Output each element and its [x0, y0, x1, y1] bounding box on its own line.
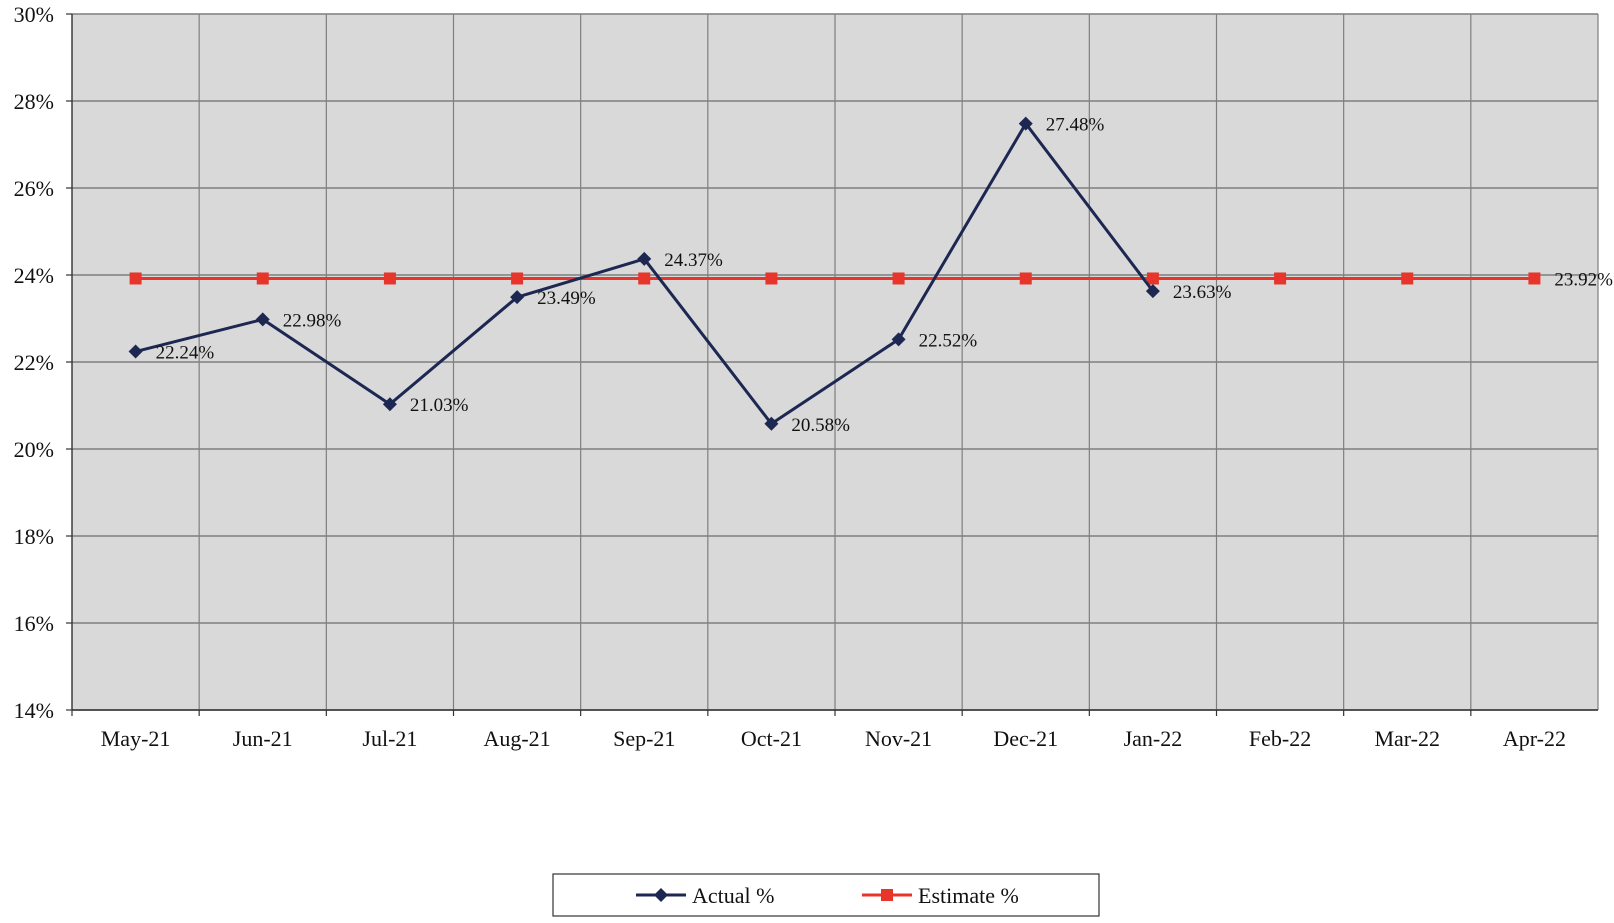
actual-point-marker: [1145, 284, 1160, 299]
x-tick-label: Sep-21: [613, 726, 675, 751]
actual-point-marker: [382, 397, 397, 412]
actual-data-label: 22.98%: [283, 310, 342, 331]
actual-data-label: 20.58%: [791, 415, 850, 436]
axes: 14% 16% 18% 20% 22% 24% 26% 28% 30% May-21 Jun-21 J…: [14, 2, 1598, 751]
estimate-data-label: 23.92%: [1554, 269, 1613, 290]
actual-point-marker: [510, 290, 525, 305]
y-tick-label: 16%: [14, 611, 54, 636]
x-tick-label: Jun-21: [233, 726, 293, 751]
y-tick-label: 18%: [14, 524, 54, 549]
actual-point-marker: [891, 332, 906, 347]
actual-point-marker: [637, 251, 652, 266]
estimate-point-marker: [892, 272, 905, 285]
estimate-point-marker: [1146, 272, 1159, 285]
actual-point-marker: [128, 344, 143, 359]
x-tick-label: Jan-22: [1124, 726, 1183, 751]
y-tick-label: 30%: [14, 2, 54, 27]
x-tick-label: Feb-22: [1249, 726, 1311, 751]
x-tick-label: Aug-21: [483, 726, 550, 751]
estimate-point-marker: [256, 272, 269, 285]
y-tick-label: 14%: [14, 698, 54, 723]
actual-point-marker: [764, 416, 779, 431]
legend: Actual % Estimate %: [552, 873, 1100, 917]
legend-actual-marker-icon: [654, 888, 668, 902]
actual-data-label: 27.48%: [1046, 115, 1105, 136]
y-tick-label: 24%: [14, 263, 54, 288]
actual-data-label: 22.52%: [919, 330, 978, 351]
series-group: [128, 116, 1541, 431]
estimate-point-marker: [638, 272, 651, 285]
x-tick-label: Apr-22: [1503, 726, 1566, 751]
x-tick-label: Dec-21: [993, 726, 1058, 751]
estimate-point-marker: [383, 272, 396, 285]
x-tick-label: Jul-21: [362, 726, 417, 751]
x-tick-label: Oct-21: [741, 726, 802, 751]
data-labels: 23.92% 22.24% 22.98% 21.03% 23.49% 24.37% 20.5…: [156, 115, 1614, 436]
estimate-point-marker: [765, 272, 778, 285]
estimate-point-marker: [511, 272, 524, 285]
actual-data-label: 23.63%: [1173, 282, 1232, 303]
x-tick-label: Mar-22: [1374, 726, 1440, 751]
estimate-point-marker: [129, 272, 142, 285]
y-tick-label: 26%: [14, 176, 54, 201]
y-tick-label: 20%: [14, 437, 54, 462]
legend-actual-label: Actual %: [692, 883, 774, 908]
x-tick-label: Nov-21: [865, 726, 932, 751]
estimate-point-marker: [1401, 272, 1414, 285]
actual-point-marker: [255, 312, 270, 327]
actual-point-marker: [1018, 116, 1033, 131]
actual-data-label: 24.37%: [664, 250, 723, 271]
estimate-point-marker: [1274, 272, 1287, 285]
x-tick-label: May-21: [101, 726, 171, 751]
actual-data-label: 21.03%: [410, 395, 469, 416]
legend-estimate-marker-icon: [881, 889, 893, 901]
estimate-point-marker: [1528, 272, 1541, 285]
actual-data-label: 22.24%: [156, 343, 215, 364]
y-tick-label: 22%: [14, 350, 54, 375]
estimate-point-marker: [1019, 272, 1032, 285]
actual-data-label: 23.49%: [537, 288, 596, 309]
y-tick-label: 28%: [14, 89, 54, 114]
legend-estimate-label: Estimate %: [918, 883, 1019, 908]
